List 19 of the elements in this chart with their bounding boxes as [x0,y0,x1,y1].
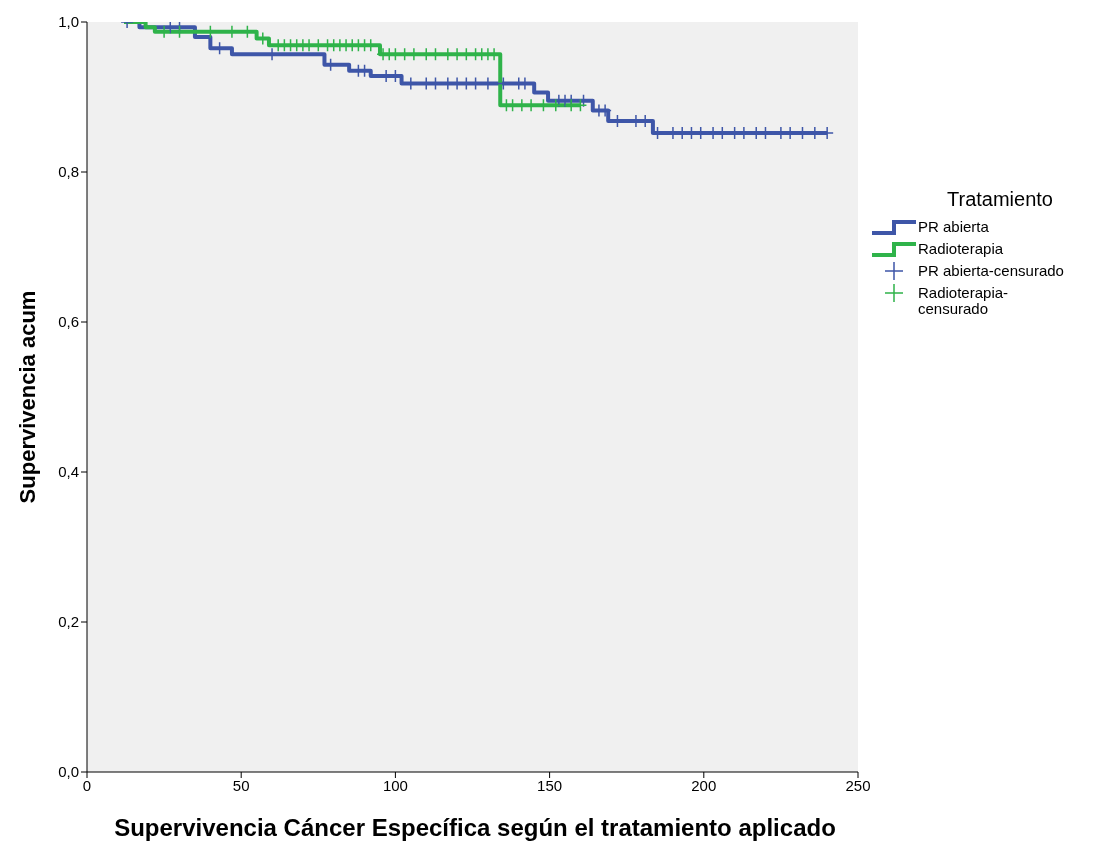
x-tick-label: 150 [537,776,563,794]
x-tick-label: 100 [382,776,408,794]
legend-label: PR abierta-censurado [918,261,1065,279]
y-tick-label: 0,8 [58,163,79,181]
x-tick-label: 200 [691,776,717,794]
x-tick-label: 50 [232,776,250,794]
x-axis-title: Supervivencia Cáncer Específica según el tratamiento aplicado [113,814,837,841]
x-tick-label: 250 [845,776,871,794]
y-tick-label: 0,0 [58,763,79,781]
legend-label: Radioterapia [918,239,1005,257]
y-tick-label: 0,4 [58,463,79,481]
y-tick-label: 1,0 [58,13,79,31]
x-tick-label: 0 [82,776,92,794]
y-axis-title: Supervivencia acum [14,290,40,504]
y-tick-label: 0,6 [58,313,79,331]
legend-title: Tratamiento [946,188,1054,211]
legend-label: PR abierta [918,217,990,235]
y-tick-label: 0,2 [58,613,79,631]
legend-label: Radioterapia-censurado [918,283,1010,317]
